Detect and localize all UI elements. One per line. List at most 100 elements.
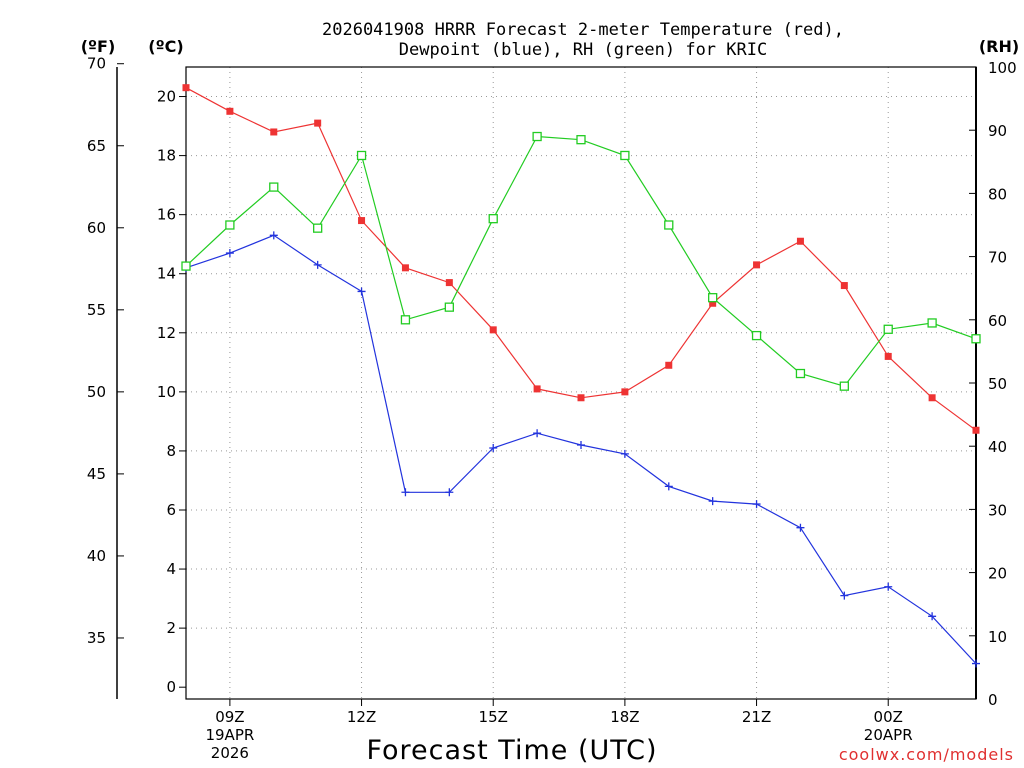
rh-point (576, 135, 586, 145)
time-tick-label: 15Z (479, 708, 508, 726)
rh-tick-label: 100 (988, 59, 1017, 77)
temperature-point (358, 217, 366, 225)
chart-title-line1: 2026041908 HRRR Forecast 2-meter Tempera… (322, 20, 844, 40)
rh-point (664, 220, 674, 230)
rh-point (225, 220, 235, 230)
time-tick-label: 00Z (874, 708, 903, 726)
fahrenheit-tick-label: 50 (87, 383, 106, 401)
dewpoint-point (401, 488, 410, 497)
rh-point (181, 261, 191, 271)
rh-tick-label: 70 (988, 249, 1007, 267)
temperature-point (533, 385, 541, 393)
rh-tick-label: 20 (988, 565, 1007, 583)
time-tick-label: 18Z (610, 708, 639, 726)
temperature-point (445, 279, 453, 287)
temperature-point (314, 119, 322, 127)
rh-tick-label: 0 (988, 691, 998, 709)
dewpoint-point (972, 659, 980, 668)
dewpoint-point (577, 441, 585, 450)
dewpoint-point (928, 612, 937, 621)
rh-tick-label: 10 (988, 628, 1007, 646)
dewpoint-point (708, 497, 717, 506)
celsius-tick-label: 0 (166, 678, 176, 696)
temperature-point (226, 107, 234, 115)
rh-point (971, 334, 981, 344)
dewpoint-point (752, 500, 761, 509)
temperature-point (972, 426, 980, 434)
temperature-point (928, 394, 936, 402)
time-tick-label: 20APR (864, 726, 913, 744)
dewpoint-point (796, 523, 805, 532)
rh-axis: 0 10 20 30 40 50 60 70 80 90 100 (969, 59, 1017, 709)
rh-tick-label: 50 (988, 375, 1007, 393)
fahrenheit-tick-label: 55 (87, 301, 106, 319)
temperature-point (709, 299, 717, 307)
dewpoint-point (533, 429, 542, 438)
dewpoint-point (620, 449, 629, 458)
rh-point (708, 293, 718, 303)
plot-frame (185, 66, 977, 700)
dewpoint-point (884, 582, 893, 591)
fahrenheit-tick-label: 45 (87, 465, 106, 483)
rh-tick-label: 40 (988, 438, 1007, 456)
rh-tick-label: 60 (988, 312, 1007, 330)
temperature-point (840, 282, 848, 290)
celsius-tick-label: 18 (157, 147, 176, 165)
rh-point (356, 150, 367, 161)
celsius-tick-label: 8 (166, 442, 176, 460)
rh-series-line (185, 135, 977, 387)
rh-point (795, 368, 806, 379)
rh-point (927, 318, 937, 328)
fahrenheit-tick-label: 40 (87, 547, 106, 565)
rh-point (313, 223, 323, 233)
temperature-point (753, 261, 761, 269)
fahrenheit-tick-label: 60 (87, 219, 106, 237)
temperature-point (665, 361, 673, 369)
time-tick-label: 19APR (205, 726, 254, 744)
dewpoint-point (445, 488, 454, 497)
fahrenheit-tick-label: 70 (87, 55, 106, 73)
celsius-tick-label: 2 (166, 619, 176, 637)
celsius-axis: 0 2 4 6 8 10 12 14 16 18 20 (157, 88, 186, 696)
fahrenheit-axis: 35 40 45 50 55 60 65 70 (87, 55, 124, 647)
temperature-point (182, 84, 190, 92)
dewpoint-point (269, 231, 278, 240)
rh-tick-label: 80 (988, 185, 1007, 203)
rh-point (444, 302, 454, 312)
gridlines (186, 67, 976, 699)
celsius-tick-label: 12 (157, 324, 176, 342)
rh-point (620, 150, 630, 161)
temperature-point (270, 128, 278, 136)
celsius-tick-label: 4 (166, 560, 176, 578)
time-tick-label: 21Z (742, 708, 771, 726)
dewpoint-series-line (185, 234, 977, 665)
rh-point (269, 182, 279, 192)
rh-tick-label: 30 (988, 501, 1007, 519)
celsius-tick-label: 20 (157, 88, 176, 106)
rh-point (488, 214, 498, 224)
temperature-point (796, 237, 804, 245)
dewpoint-point (225, 249, 234, 258)
time-tick-label: 12Z (347, 708, 376, 726)
dewpoint-point (664, 482, 673, 491)
fahrenheit-tick-label: 35 (87, 629, 106, 647)
temperature-point (489, 326, 497, 334)
rh-point (532, 131, 542, 142)
time-tick-label: 2026 (211, 744, 249, 762)
rh-point (400, 315, 411, 325)
dewpoint-point (313, 260, 322, 269)
rh-point (839, 381, 849, 391)
x-axis-title: Forecast Time (UTC) (366, 735, 657, 766)
temperature-point (884, 352, 892, 360)
series-layer (181, 84, 981, 668)
rh-tick-label: 90 (988, 122, 1007, 140)
dewpoint-point (489, 443, 498, 452)
dewpoint-point (840, 591, 849, 600)
rh-point (751, 330, 762, 341)
temperature-point (577, 394, 585, 402)
temperature-point (401, 264, 409, 272)
celsius-tick-label: 14 (157, 265, 176, 283)
chart-title-line2: Dewpoint (blue), RH (green) for KRIC (399, 40, 767, 60)
